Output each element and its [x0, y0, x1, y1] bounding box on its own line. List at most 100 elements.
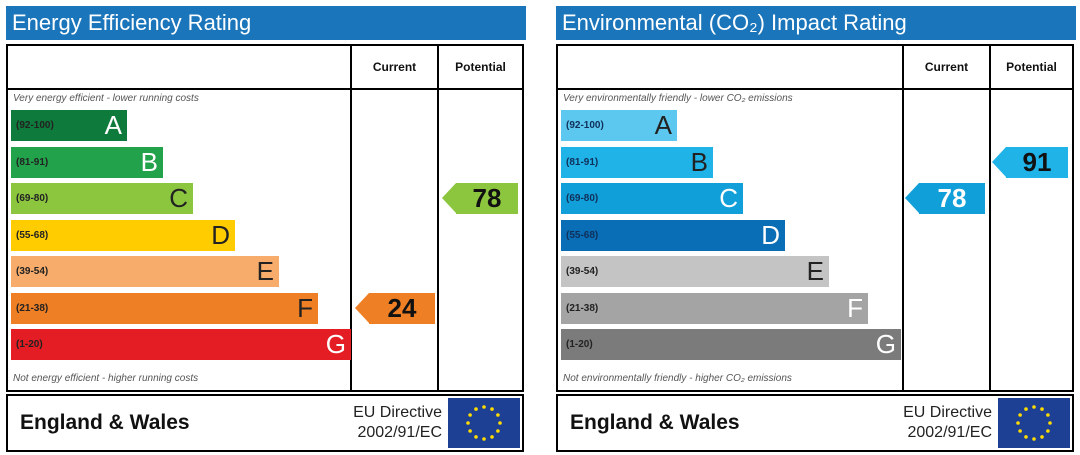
band-letter-label: D: [211, 220, 230, 251]
band-range-label: (81-91): [566, 147, 598, 178]
eu-stars: [448, 398, 520, 448]
band-letter-label: F: [297, 293, 313, 324]
eu-star-icon: [496, 429, 500, 433]
rating-chart: Current Potential Very energy efficient …: [6, 44, 524, 392]
band-range-label: (55-68): [16, 220, 48, 251]
eu-star-icon: [482, 437, 486, 441]
band-range-label: (21-38): [16, 293, 48, 324]
band-letter-label: G: [876, 329, 896, 360]
band-range-label: (92-100): [566, 110, 604, 141]
current-column-divider: [902, 46, 904, 390]
band-b: (81-91) B: [561, 147, 713, 178]
caption-bottom: Not environmentally friendly - higher CO…: [563, 373, 792, 384]
band-range-label: (69-80): [566, 183, 598, 214]
directive-line-1: EU Directive: [353, 403, 442, 423]
panel-title: Environmental (CO₂) Impact Rating: [556, 6, 1076, 40]
potential-rating-value: 91: [1006, 147, 1068, 178]
band-a: (92-100) A: [561, 110, 677, 141]
panel-title: Energy Efficiency Rating: [6, 6, 526, 40]
band-f: (21-38) F: [11, 293, 318, 324]
current-rating-value: 78: [919, 183, 985, 214]
band-range-label: (55-68): [566, 220, 598, 251]
indicator-arrow-tip: [442, 183, 456, 213]
band-letter-label: A: [105, 110, 122, 141]
band-g: (1-20) G: [561, 329, 901, 360]
eu-star-icon: [1032, 437, 1036, 441]
eu-stars: [998, 398, 1070, 448]
region-label: England & Wales: [20, 396, 190, 450]
energy-efficiency-panel: Energy Efficiency Rating Current Potenti…: [6, 6, 526, 452]
current-rating-indicator: 24: [369, 293, 435, 324]
indicator-arrow-tip: [992, 147, 1006, 177]
indicator-arrow-tip: [355, 293, 369, 323]
directive-label: EU Directive 2002/91/EC: [903, 403, 992, 443]
eu-star-icon: [482, 405, 486, 409]
directive-label: EU Directive 2002/91/EC: [353, 403, 442, 443]
eu-star-icon: [490, 435, 494, 439]
potential-rating-indicator: 78: [456, 183, 518, 214]
band-b: (81-91) B: [11, 147, 163, 178]
band-d: (55-68) D: [561, 220, 785, 251]
band-letter-label: D: [761, 220, 780, 251]
eu-star-icon: [1018, 413, 1022, 417]
eu-star-icon: [468, 413, 472, 417]
band-letter-label: F: [847, 293, 863, 324]
eu-star-icon: [1048, 421, 1052, 425]
footer: England & Wales EU Directive 2002/91/EC: [6, 394, 524, 452]
environmental-impact-panel: Environmental (CO₂) Impact Rating Curren…: [556, 6, 1076, 452]
band-range-label: (92-100): [16, 110, 54, 141]
band-range-label: (1-20): [16, 329, 43, 360]
potential-rating-indicator: 91: [1006, 147, 1068, 178]
eu-star-icon: [1024, 407, 1028, 411]
current-rating-indicator: 78: [919, 183, 985, 214]
band-letter-label: E: [257, 256, 274, 287]
caption-top: Very environmentally friendly - lower CO…: [563, 93, 793, 104]
current-rating-value: 24: [369, 293, 435, 324]
eu-star-icon: [474, 435, 478, 439]
eu-star-icon: [490, 407, 494, 411]
header-divider: [8, 88, 522, 90]
current-header: Current: [904, 46, 989, 88]
eu-star-icon: [1024, 435, 1028, 439]
band-e: (39-54) E: [561, 256, 829, 287]
band-c: (69-80) C: [561, 183, 743, 214]
band-range-label: (69-80): [16, 183, 48, 214]
eu-star-icon: [496, 413, 500, 417]
potential-header: Potential: [991, 46, 1072, 88]
header-divider: [558, 88, 1072, 90]
potential-header: Potential: [439, 46, 522, 88]
band-g: (1-20) G: [11, 329, 351, 360]
band-f: (21-38) F: [561, 293, 868, 324]
band-letter-label: E: [807, 256, 824, 287]
eu-star-icon: [1046, 429, 1050, 433]
band-range-label: (39-54): [566, 256, 598, 287]
eu-star-icon: [1040, 407, 1044, 411]
caption-top: Very energy efficient - lower running co…: [13, 93, 199, 104]
eu-star-icon: [498, 421, 502, 425]
footer: England & Wales EU Directive 2002/91/EC: [556, 394, 1074, 452]
band-letter-label: C: [169, 183, 188, 214]
band-range-label: (21-38): [566, 293, 598, 324]
eu-flag-icon: [448, 398, 520, 448]
directive-line-2: 2002/91/EC: [903, 423, 992, 443]
eu-star-icon: [468, 429, 472, 433]
band-a: (92-100) A: [11, 110, 127, 141]
potential-column-divider: [989, 46, 991, 390]
potential-column-divider: [437, 46, 439, 390]
band-range-label: (39-54): [16, 256, 48, 287]
caption-bottom: Not energy efficient - higher running co…: [13, 373, 198, 384]
band-range-label: (1-20): [566, 329, 593, 360]
potential-rating-value: 78: [456, 183, 518, 214]
current-header: Current: [352, 46, 437, 88]
region-label: England & Wales: [570, 396, 740, 450]
eu-star-icon: [466, 421, 470, 425]
eu-star-icon: [1018, 429, 1022, 433]
eu-star-icon: [474, 407, 478, 411]
eu-star-icon: [1032, 405, 1036, 409]
eu-star-icon: [1040, 435, 1044, 439]
directive-line-2: 2002/91/EC: [353, 423, 442, 443]
band-letter-label: C: [719, 183, 738, 214]
band-d: (55-68) D: [11, 220, 235, 251]
eu-star-icon: [1046, 413, 1050, 417]
band-e: (39-54) E: [11, 256, 279, 287]
